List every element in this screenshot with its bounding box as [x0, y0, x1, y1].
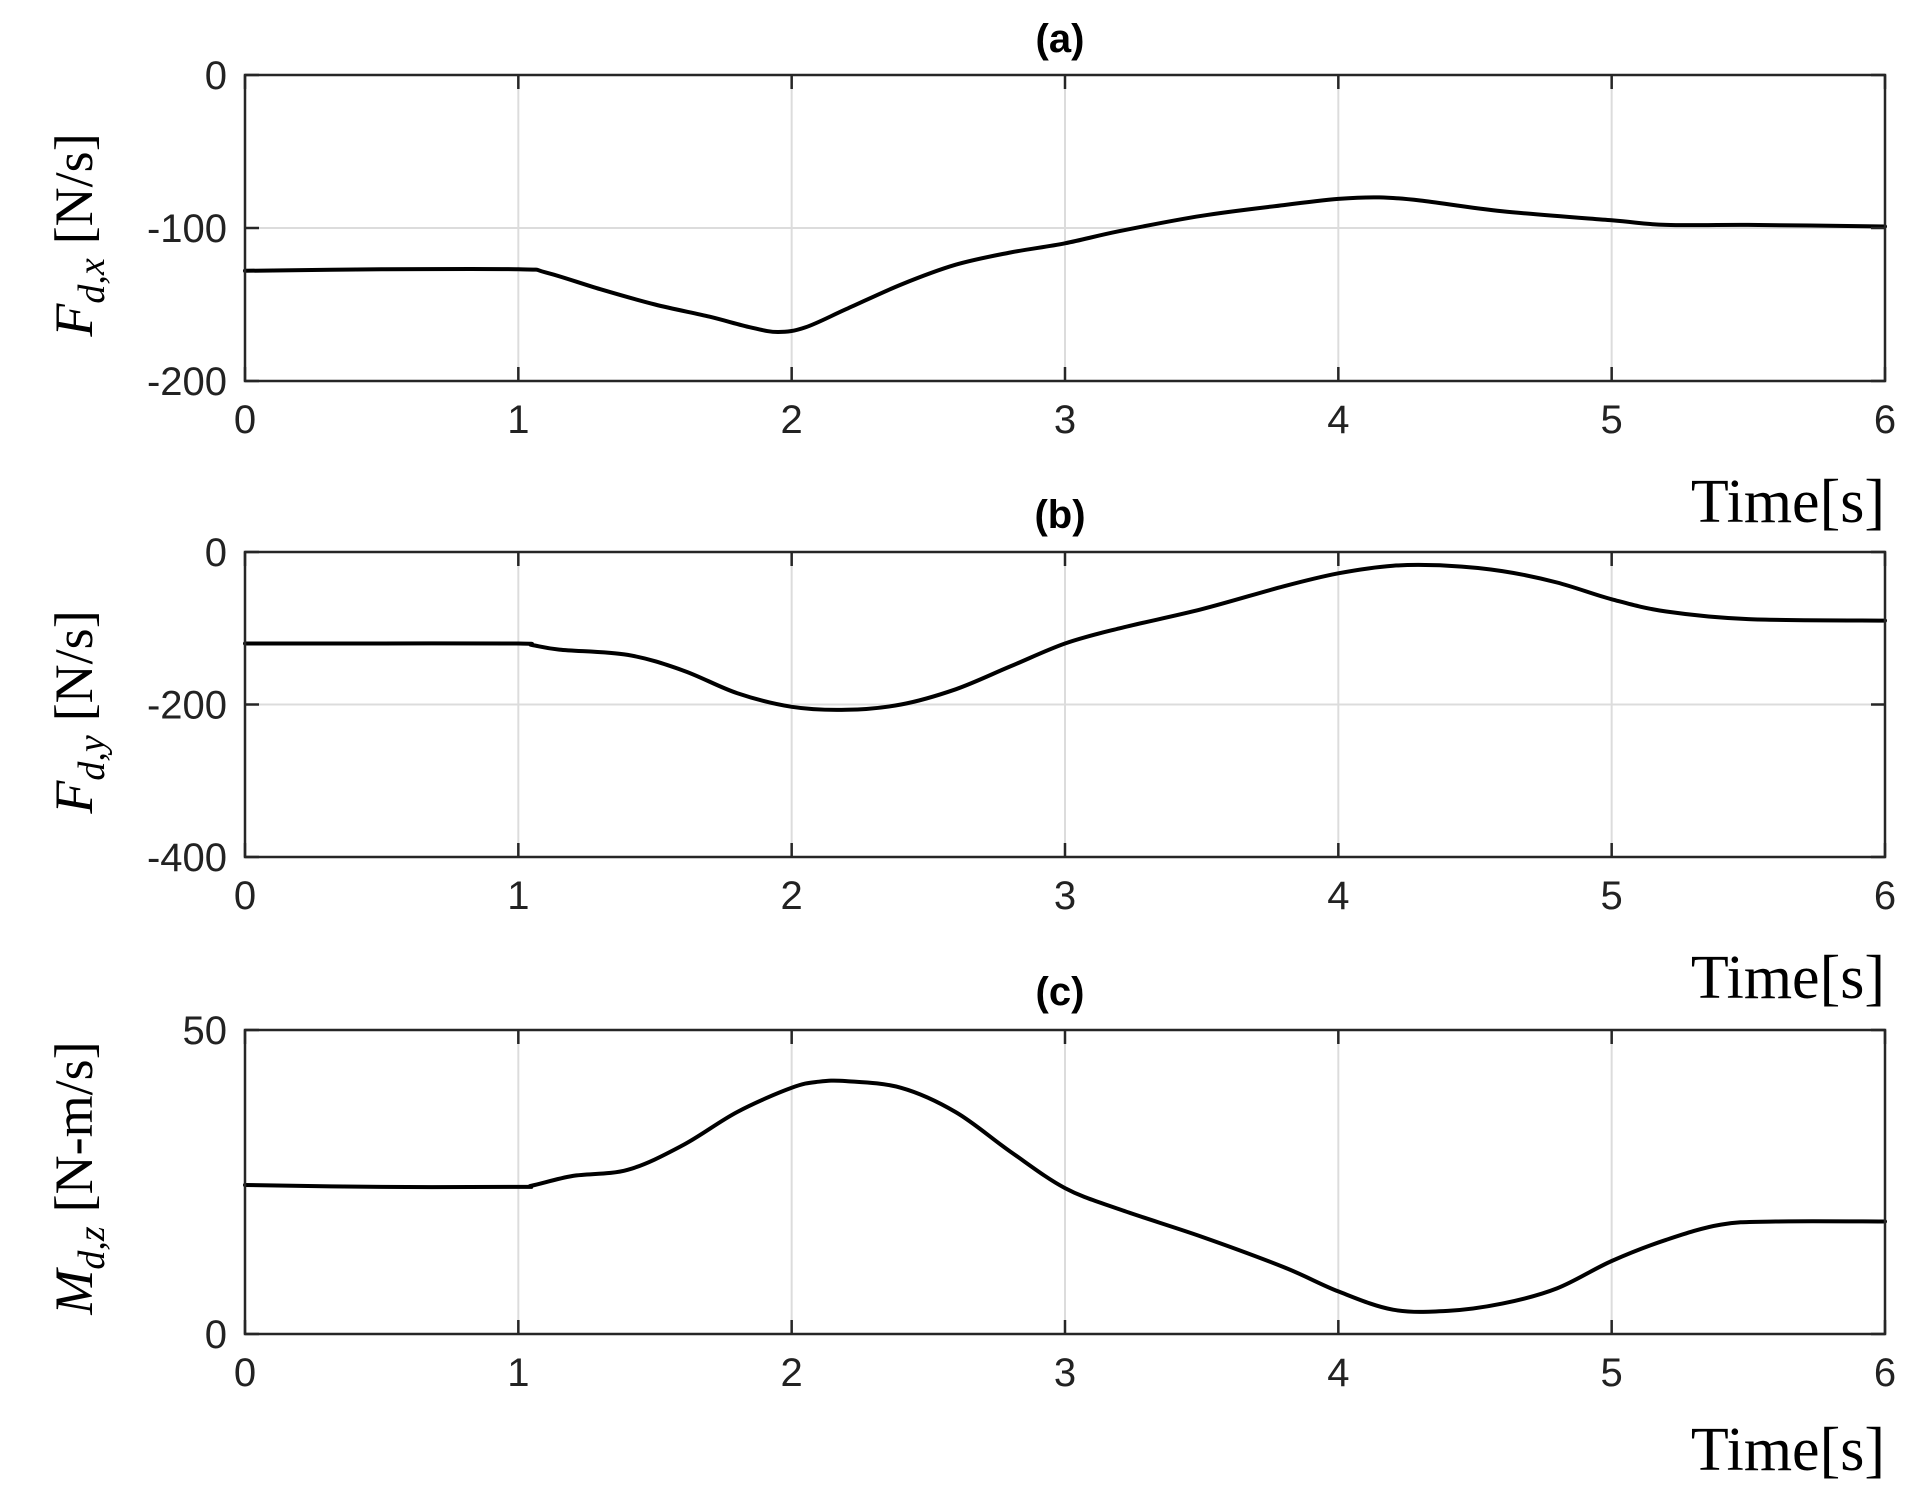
panel-c-x-tick-label: 3 [1054, 1351, 1076, 1395]
panel-b-y-tick-label: -200 [147, 684, 227, 728]
panel-c-grid [517, 1030, 1613, 1334]
panel-b-y-tick-label: -400 [147, 836, 227, 880]
panel-b-grid [245, 552, 1885, 857]
panel-a-ticks: 0 1 2 3 4 5 6 -200 -100 0 [147, 54, 1896, 442]
panel-a-grid [245, 75, 1885, 381]
panel-c-x-tick-label: 0 [234, 1351, 256, 1395]
panel-a-y-axis-label: Fd,x[N/s] [44, 133, 113, 337]
panel-c-x-tick-label: 6 [1874, 1351, 1896, 1395]
panel-b: (b) 0 1 2 3 4 5 6 -400 -200 0 Fd,y[N/s] Time[s] [44, 493, 1896, 1012]
panel-a-x-tick-label: 0 [234, 398, 256, 442]
panel-c-y-tick-label: 0 [205, 1313, 227, 1357]
panel-a-x-tick-label: 4 [1327, 398, 1349, 442]
panel-a-y-tick-label: -200 [147, 360, 227, 404]
panel-c-x-axis-label: Time[s] [1691, 1416, 1885, 1484]
panel-a-title: (a) [1036, 17, 1085, 61]
panel-c-x-tick-label: 5 [1601, 1351, 1623, 1395]
panel-a-x-tick-label: 1 [507, 398, 529, 442]
panel-a-x-tick-label: 5 [1601, 398, 1623, 442]
panel-c-x-tick-label: 4 [1327, 1351, 1349, 1395]
panel-b-y-tick-label: 0 [205, 531, 227, 575]
panel-a-y-tick-label: -100 [147, 207, 227, 251]
panel-b-x-tick-label: 1 [507, 874, 529, 918]
panel-c-title: (c) [1036, 970, 1085, 1014]
panel-c-y-tick-label: 50 [183, 1009, 228, 1053]
panel-a-x-tick-label: 3 [1054, 398, 1076, 442]
panel-b-series-line [243, 562, 1887, 712]
panel-b-x-tick-label: 5 [1601, 874, 1623, 918]
panel-b-x-tick-label: 4 [1327, 874, 1349, 918]
panel-a-x-tick-label: 6 [1874, 398, 1896, 442]
panel-b-x-tick-label: 0 [234, 874, 256, 918]
panel-c-y-axis-label: Md,z[N-m/s] [44, 1041, 113, 1315]
panel-b-ticks: 0 1 2 3 4 5 6 -400 -200 0 [147, 531, 1896, 918]
panel-a: (a) 0 1 2 3 4 5 6 -200 -100 0 Fd,x[N/s] Time[s] [44, 17, 1896, 536]
panel-c-x-tick-label: 2 [781, 1351, 803, 1395]
panel-c-ticks: 0 1 2 3 4 5 6 0 50 [183, 1009, 1897, 1395]
panel-c: (c) 0 1 2 3 4 5 6 0 50 Md,z[N-m/s] Time[s] [44, 970, 1896, 1484]
panel-c-x-tick-label: 1 [507, 1351, 529, 1395]
panel-b-y-axis-label: Fd,y[N/s] [44, 610, 113, 814]
panel-b-x-tick-label: 2 [781, 874, 803, 918]
panel-a-x-tick-label: 2 [781, 398, 803, 442]
panel-b-x-axis-label: Time[s] [1691, 944, 1885, 1012]
panel-b-title: (b) [1034, 493, 1085, 537]
panel-a-x-axis-label: Time[s] [1691, 468, 1885, 536]
panel-a-series-line [243, 195, 1887, 334]
panel-b-x-tick-label: 6 [1874, 874, 1896, 918]
panel-a-y-tick-label: 0 [205, 54, 227, 98]
panel-c-series-line [243, 1078, 1887, 1314]
panel-b-x-tick-label: 3 [1054, 874, 1076, 918]
